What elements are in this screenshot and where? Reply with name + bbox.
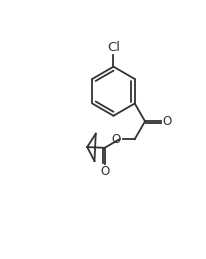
Text: O: O [100, 165, 109, 178]
Text: O: O [112, 133, 121, 146]
Text: Cl: Cl [107, 41, 120, 54]
Text: O: O [163, 115, 172, 128]
